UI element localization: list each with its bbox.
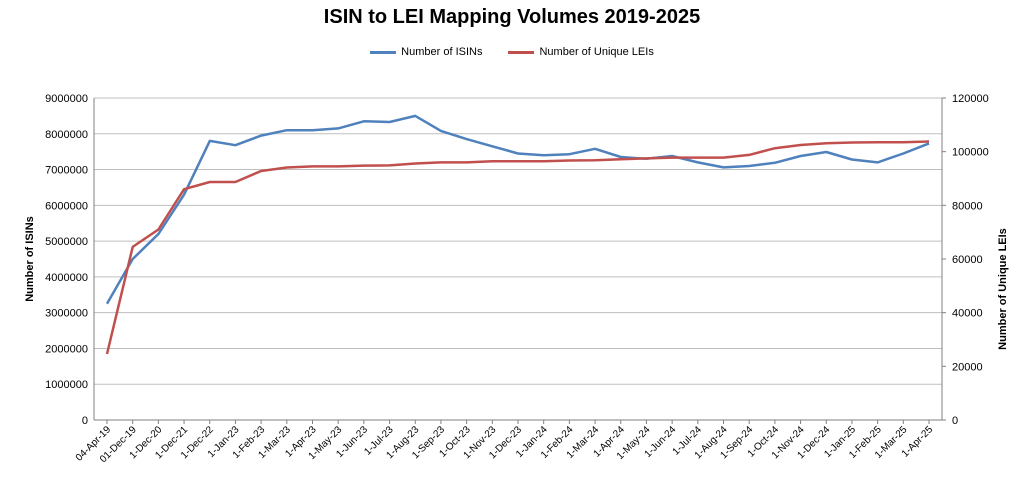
y-tick-label: 5000000 bbox=[45, 236, 88, 248]
legend-label-leis: Number of Unique LEIs bbox=[539, 46, 654, 58]
y2-tick-label: 20000 bbox=[952, 361, 983, 373]
y2-tick-label: 120000 bbox=[952, 93, 989, 105]
y2-tick-label: 80000 bbox=[952, 200, 983, 212]
y-tick-label: 2000000 bbox=[45, 343, 88, 355]
y-tick-label: 3000000 bbox=[45, 308, 88, 320]
legend-label-isins: Number of ISINs bbox=[401, 46, 483, 58]
legend-swatch-isins bbox=[370, 50, 397, 54]
y-tick-label: 8000000 bbox=[45, 129, 88, 141]
y-tick-label: 6000000 bbox=[45, 200, 88, 212]
y-tick-label: 4000000 bbox=[45, 272, 88, 284]
y2-tick-label: 100000 bbox=[952, 147, 989, 159]
y2-tick-label: 60000 bbox=[952, 254, 983, 266]
y2-tick-label: 40000 bbox=[952, 308, 983, 320]
y2-axis-title: Number of Unique LEIs bbox=[997, 228, 1009, 350]
y-tick-label: 7000000 bbox=[45, 165, 88, 177]
y-tick-label: 9000000 bbox=[45, 93, 88, 105]
legend-item-isins: Number of ISINs bbox=[370, 46, 482, 58]
legend-item-leis: Number of Unique LEIs bbox=[508, 46, 654, 58]
y-axis-title: Number of ISINs bbox=[24, 216, 36, 302]
y-tick-label: 0 bbox=[82, 415, 88, 427]
series-line-isins bbox=[105, 114, 930, 305]
chart-title: ISIN to LEI Mapping Volumes 2019-2025 bbox=[323, 6, 701, 28]
y2-tick-label: 0 bbox=[952, 415, 958, 427]
y-tick-label: 1000000 bbox=[45, 379, 88, 391]
legend-swatch-leis bbox=[508, 50, 535, 54]
series-line-leis bbox=[105, 140, 930, 355]
legend: Number of ISINs Number of Unique LEIs bbox=[0, 46, 1024, 58]
